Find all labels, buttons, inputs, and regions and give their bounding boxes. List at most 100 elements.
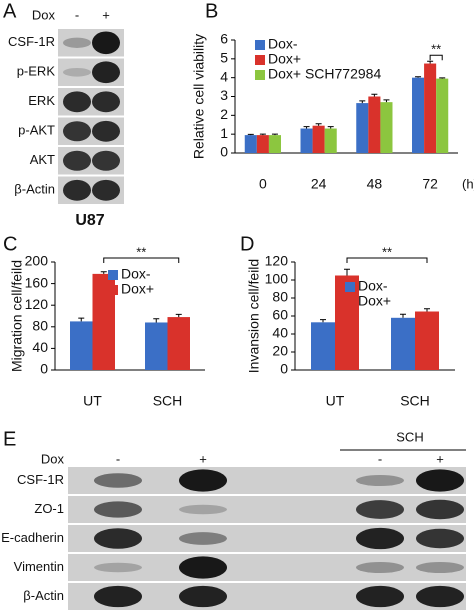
band xyxy=(94,473,142,488)
error-bar xyxy=(371,93,378,97)
y-tick-label: 0 xyxy=(280,361,288,377)
band xyxy=(416,499,464,520)
band xyxy=(63,150,91,171)
x-tick-label: 0 xyxy=(259,176,267,192)
y-tick-label: 4 xyxy=(220,68,228,84)
error-bar xyxy=(247,133,254,136)
y-tick-label: 40 xyxy=(272,325,288,341)
legend-swatch xyxy=(255,40,265,50)
y-tick-label: 3 xyxy=(220,87,228,103)
band xyxy=(356,500,404,519)
error-bar xyxy=(175,313,182,318)
error-bar xyxy=(383,99,390,103)
bar xyxy=(415,311,439,370)
legend-label: Dox+ xyxy=(268,51,301,67)
error-bar xyxy=(259,133,266,136)
legend-swatch xyxy=(108,270,118,280)
bar xyxy=(312,125,325,153)
error-bar xyxy=(327,126,334,129)
band xyxy=(416,561,464,574)
band xyxy=(356,585,404,608)
bar xyxy=(391,317,415,370)
y-axis-label: Migration cell/feild xyxy=(9,260,25,372)
protein-label: CSF-1R xyxy=(17,472,64,487)
y-tick-label: 120 xyxy=(25,296,49,312)
significance-bracket xyxy=(429,54,443,61)
band xyxy=(92,91,120,113)
legend-label: Dox- xyxy=(121,266,151,282)
protein-label: ERK xyxy=(28,93,55,108)
treatment-label: Dox xyxy=(41,451,65,466)
band xyxy=(92,179,120,201)
significance-bracket xyxy=(103,257,180,263)
y-tick-label: 160 xyxy=(25,274,49,290)
y-axis-label: Invansion cell/feild xyxy=(246,259,262,373)
bar xyxy=(412,77,425,153)
bar xyxy=(300,128,313,153)
bar xyxy=(380,102,393,153)
error-bar xyxy=(303,126,310,129)
bar xyxy=(70,321,93,370)
legend-swatch xyxy=(255,70,265,80)
error-bar xyxy=(78,317,85,322)
band xyxy=(63,91,91,113)
error-bar xyxy=(427,60,434,64)
panel-label: D xyxy=(240,233,254,255)
y-tick-label: 6 xyxy=(220,31,228,47)
protein-label: p-AKT xyxy=(18,123,55,138)
band xyxy=(94,562,142,573)
y-tick-label: 2 xyxy=(220,106,228,122)
band xyxy=(63,37,91,48)
panel-label: A xyxy=(3,0,17,22)
band xyxy=(63,121,91,142)
band xyxy=(92,150,120,171)
legend-label: Dox+ xyxy=(121,281,154,297)
y-tick-label: 0 xyxy=(40,361,48,377)
cell-line: U87 xyxy=(75,212,104,229)
band xyxy=(179,504,227,515)
x-tick-label: UT xyxy=(326,393,345,409)
treatment-label: Dox xyxy=(32,7,56,22)
x-tick-label: UT xyxy=(83,393,102,409)
protein-label: AKT xyxy=(30,152,55,167)
y-tick-label: 1 xyxy=(220,125,228,141)
band xyxy=(63,179,91,201)
error-bar xyxy=(271,133,278,136)
band xyxy=(92,120,120,142)
x-tick-label: SCH xyxy=(400,393,430,409)
panel-label: B xyxy=(205,0,218,22)
band xyxy=(416,469,464,492)
bar xyxy=(268,135,281,153)
bar xyxy=(436,78,449,153)
significance-label: ** xyxy=(431,42,441,57)
legend-label: Dox- xyxy=(268,36,298,52)
lane-label: - xyxy=(116,451,120,466)
bar xyxy=(368,96,381,153)
error-bar xyxy=(153,318,160,323)
y-tick-label: 40 xyxy=(32,339,48,355)
y-tick-label: 5 xyxy=(220,50,228,66)
error-bar xyxy=(424,308,430,312)
y-tick-label: 80 xyxy=(32,318,48,334)
legend-swatch xyxy=(255,55,265,65)
error-bar xyxy=(439,77,446,79)
error-bar xyxy=(400,313,406,318)
band xyxy=(416,528,464,549)
bar xyxy=(244,135,257,153)
protein-label: E-cadherin xyxy=(1,530,64,545)
lane-label: + xyxy=(199,451,207,466)
lane-label: - xyxy=(378,451,382,466)
band xyxy=(356,561,404,574)
error-bar xyxy=(415,76,422,78)
band xyxy=(94,528,142,549)
legend-swatch xyxy=(345,282,355,292)
y-tick-label: 200 xyxy=(25,253,49,269)
bar xyxy=(311,322,335,370)
y-tick-label: 0 xyxy=(220,144,228,160)
bar xyxy=(324,128,337,153)
bar xyxy=(256,135,269,153)
significance-label: ** xyxy=(382,244,392,259)
band xyxy=(356,474,404,487)
x-axis-label: (h) xyxy=(462,176,474,191)
